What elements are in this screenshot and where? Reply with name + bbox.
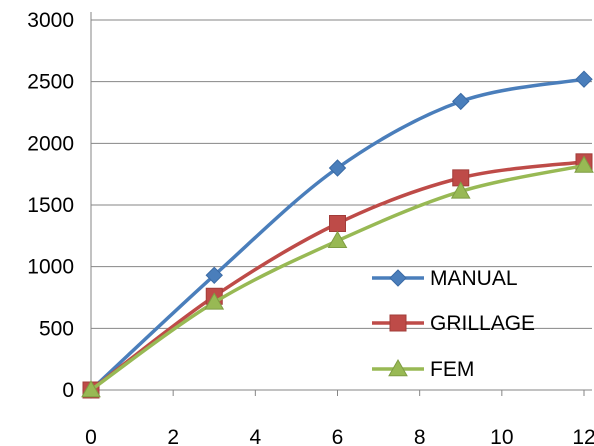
data-point-fem [450,181,471,199]
legend-label: GRILLAGE [430,312,535,335]
data-point-fem [204,292,225,310]
series [81,70,594,399]
x-tick-label: 12 [572,426,594,446]
y-tick-label: 3000 [27,9,74,32]
legend-item-grillage: GRILLAGE [372,312,535,335]
y-tick-label: 0 [62,379,74,402]
legend: MANUAL GRILLAGE FEM [372,267,535,381]
x-tick-label: 0 [85,426,97,446]
data-point-fem [81,379,101,398]
data-point-fem [327,230,348,249]
y-tick-label: 500 [39,317,74,340]
legend-marker [388,358,408,377]
y-tick-label: 2500 [27,71,74,94]
series-fem [81,155,594,398]
data-point-manual [328,159,347,177]
y-tick-label: 1000 [27,256,74,279]
legend-item-manual: MANUAL [372,267,518,290]
axes [90,12,592,396]
data-point-grillage [329,215,346,232]
x-tick-label: 8 [414,426,426,446]
x-tick-label: 2 [167,426,179,446]
data-point-manual [452,92,470,111]
legend-item-fem: FEM [372,358,474,381]
x-tick-label: 10 [490,426,513,446]
x-tick-label: 4 [249,426,261,446]
y-axis-tick-labels: 0 500 1000 1500 2000 2500 3000 [27,9,74,402]
x-axis-tick-labels: 0 2 4 6 8 10 12 [85,426,594,446]
data-point-manual [205,266,223,285]
x-tick-label: 6 [332,426,344,446]
y-tick-label: 1500 [27,194,74,217]
legend-marker [389,269,407,287]
gridlines [91,19,592,329]
data-point-fem [574,155,594,173]
legend-marker [389,314,407,332]
legend-label: FEM [430,358,474,381]
data-point-manual [575,70,593,88]
legend-label: MANUAL [430,267,518,290]
y-tick-label: 2000 [27,132,74,155]
